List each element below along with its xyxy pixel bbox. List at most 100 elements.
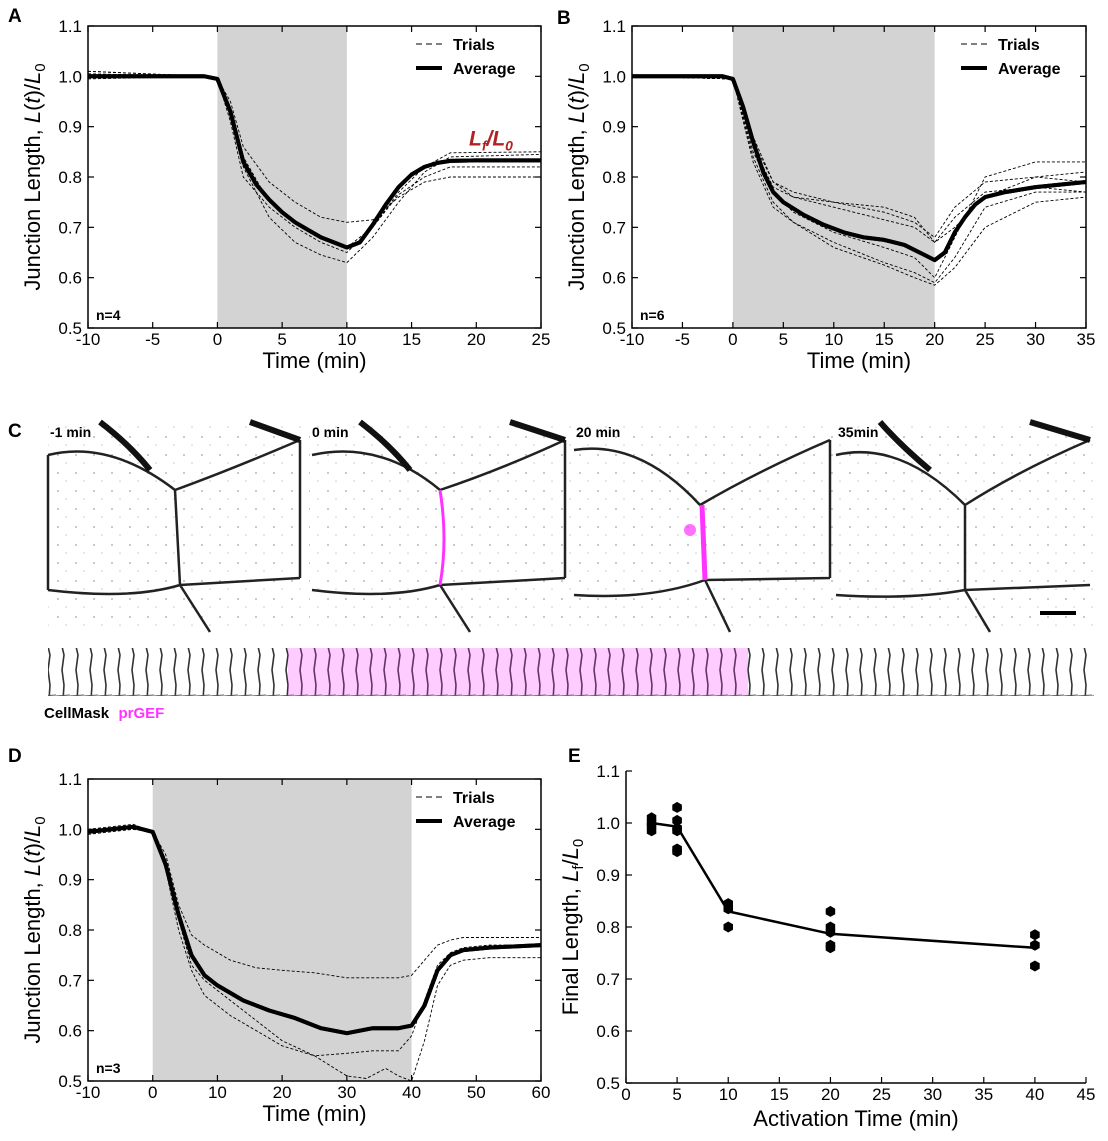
n-label: n=4 [96,307,121,323]
y-tick-label: 1.1 [596,762,620,781]
panel-label-a: A [8,6,22,27]
x-tick-label: 15 [402,330,421,349]
x-tick-label: 20 [467,330,486,349]
x-axis-label: Time (min) [262,1101,366,1126]
x-tick-label: 40 [402,1083,421,1102]
y-tick-label: 0.8 [596,918,620,937]
y-axis-label-math: L [558,870,583,882]
x-tick-label: 30 [923,1085,942,1104]
x-tick-label: 45 [1077,1085,1096,1104]
chart-b: -10 -5 0 5 10 15 20 25 30 35 0.5 0.6 0.7 0.8 0.9 1.0 1.1… [564,17,1095,373]
x-tick-label: 15 [770,1085,789,1104]
prgef-label: prGEF [119,705,165,722]
time-label-3: 20 min [576,424,620,440]
panel-label-c: C [8,421,22,442]
y-tick-label: 0.8 [58,921,82,940]
y-axis-label-prefix: Final Length, [558,882,583,1015]
data-point-11 [723,903,733,915]
x-tick-label: 5 [672,1085,681,1104]
x-tick-label: 60 [532,1083,551,1102]
x-tick-label: 0 [213,330,222,349]
x-tick-label: 25 [532,330,551,349]
data-point-4 [672,801,682,813]
panel-label-d: D [8,746,22,767]
trial-line-2 [87,823,541,1082]
chart-a: -10 -5 0 5 10 15 20 25 0.5 0.6 0.7 0.8 0.9 1.0 1.1 Time… [20,17,550,373]
y-tick-label: 1.1 [58,770,82,789]
x-tick-label: 25 [872,1085,891,1104]
data-point-15 [825,926,836,938]
x-tick-label: 20 [925,330,944,349]
y-axis-label-prefix: Junction Length, [20,123,45,291]
y-tick-label: 0.6 [596,1022,620,1041]
y-tick-label: 0.8 [602,168,626,187]
y-tick-label: 1.0 [58,67,82,86]
x-tick-label: 5 [277,330,286,349]
legend-average-label: Average [453,61,516,78]
y-tick-label: 1.0 [602,67,626,86]
y-axis-label-math: L [564,111,589,123]
scale-bar [1040,611,1076,615]
x-tick-label: 0 [728,330,737,349]
y-tick-label: 0.6 [602,269,626,288]
legend-trials-label: Trials [998,37,1040,54]
y-tick-label: 0.9 [58,118,82,137]
y-tick-label: 1.0 [58,820,82,839]
y-tick-label: 0.5 [602,319,626,338]
y-axis-label: Junction Length, L(t)/L0 [20,816,49,1043]
y-tick-label: 0.8 [58,168,82,187]
average-line-top [87,824,542,1036]
data-point-13 [825,905,836,917]
activation-shading [152,779,412,1081]
y-tick-label: 0.7 [602,218,626,237]
data-point-17 [825,942,836,954]
mean-line [651,821,1035,950]
data-point-7 [672,825,682,837]
y-tick-label: 1.1 [58,17,82,36]
y-axis-label: Final Length, Lf/L0 [558,839,587,1015]
chart-d: -10 0 10 20 30 40 50 60 0.5 0.6 0.7 0.8 0.9 1.0 1.1 Tim… [20,770,550,1126]
still-frame-1: -1 min [46,419,310,633]
trial-line-4 [631,75,1086,284]
x-tick-label: 35 [974,1085,993,1104]
y-axis-label-prefix: Junction Length, [20,876,45,1044]
panel-label-e: E [568,746,581,767]
x-axis-label: Time (min) [807,348,911,373]
chart-e: 0 5 10 15 20 25 30 35 40 45 0.5 0.6 0.7 0.8 0.9 1.0 1.1 A… [558,762,1095,1131]
microscopy-panel: -1 min 0 min 20 min 35min [46,419,1094,633]
trial-line-2 [87,73,541,223]
average-line-top [632,74,1087,263]
x-tick-label: 5 [779,330,788,349]
cellmask-label: CellMask [44,705,110,722]
x-tick-label: 20 [821,1085,840,1104]
data-point-12 [723,921,733,933]
y-axis-label-math: L [20,111,45,123]
x-axis-label: Time (min) [262,348,366,373]
y-tick-label: 0.9 [596,866,620,885]
x-tick-label: -10 [620,330,645,349]
trial-line-5 [631,75,1087,286]
x-tick-label: 15 [875,330,894,349]
legend-average-label: Average [453,814,516,831]
x-tick-label: 10 [208,1083,227,1102]
y-tick-label: 0.5 [58,1072,82,1091]
still-frame-4: 35min [835,419,1094,633]
x-tick-label: 30 [337,1083,356,1102]
y-tick-label: 0.7 [58,218,82,237]
y-tick-label: 0.9 [58,871,82,890]
y-tick-label: 0.7 [596,970,620,989]
x-tick-label: 10 [824,330,843,349]
y-tick-label: 0.5 [596,1074,620,1093]
time-label-4: 35min [838,424,878,440]
data-point-3 [646,825,657,837]
n-label: n=6 [640,307,665,323]
y-tick-label: 1.1 [602,17,626,36]
data-point-18 [1030,929,1040,941]
y-axis-label-prefix: Junction Length, [564,123,589,291]
activated-junction [438,489,446,586]
x-tick-label: 40 [1025,1085,1044,1104]
x-tick-label: -5 [145,330,160,349]
y-tick-label: 0.9 [602,118,626,137]
x-tick-label: 50 [467,1083,486,1102]
